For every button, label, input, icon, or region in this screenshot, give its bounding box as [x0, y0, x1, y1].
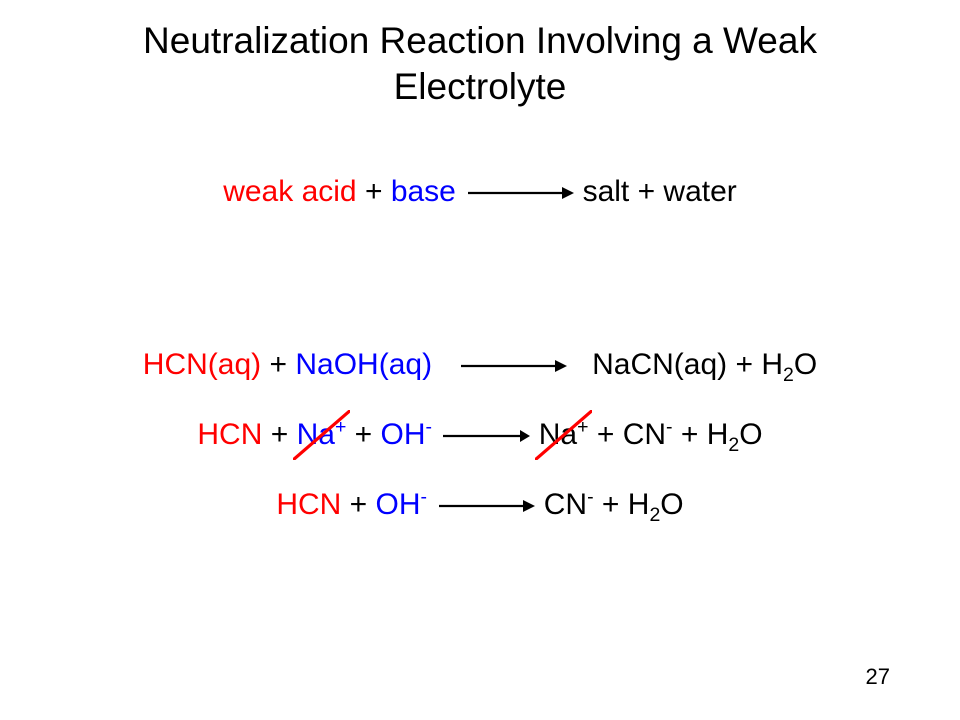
wa-base: base	[391, 175, 456, 208]
ne-h2o: + H2O	[594, 488, 684, 521]
spectator-na-left: Na+	[297, 418, 347, 452]
wa-plus: +	[357, 175, 391, 208]
page-number: 27	[866, 664, 890, 690]
arrow-icon	[435, 496, 535, 516]
me-acid: HCN(aq)	[143, 348, 261, 381]
net-ionic-equation: HCN + OH- CN- + H2O	[0, 488, 960, 522]
word-equation: weak acid + base salt + water	[0, 175, 960, 209]
ionic-equation: HCN + Na+ + OH- Na+ + CN- + H2O	[0, 418, 960, 452]
ie-cn: CN-	[623, 418, 673, 451]
ie-h2o: + H2O	[673, 418, 763, 451]
ie-plus2: +	[346, 418, 380, 451]
ne-oh: OH-	[376, 488, 428, 521]
wa-products: salt + water	[583, 175, 737, 208]
ie-plus1: +	[262, 418, 296, 451]
title-line-2: Electrolyte	[394, 66, 567, 107]
ne-cn: CN-	[544, 488, 594, 521]
ne-acid: HCN	[276, 488, 341, 521]
slide-title: Neutralization Reaction Involving a Weak…	[0, 18, 960, 111]
arrow-icon	[440, 426, 530, 446]
spectator-na-right: Na+	[539, 418, 589, 452]
ie-plus3: +	[588, 418, 622, 451]
molecular-equation: HCN(aq) + NaOH(aq) NaCN(aq) + H2O	[0, 348, 960, 382]
wa-acid: weak acid	[223, 175, 356, 208]
ie-acid: HCN	[197, 418, 262, 451]
arrow-icon	[464, 183, 574, 203]
me-products: NaCN(aq) + H2O	[592, 348, 817, 381]
title-line-1: Neutralization Reaction Involving a Weak	[143, 20, 817, 61]
me-plus: +	[261, 348, 295, 381]
ie-oh: OH-	[381, 418, 433, 451]
arrow-icon	[457, 356, 567, 376]
ne-plus: +	[341, 488, 375, 521]
me-base: NaOH(aq)	[295, 348, 432, 381]
